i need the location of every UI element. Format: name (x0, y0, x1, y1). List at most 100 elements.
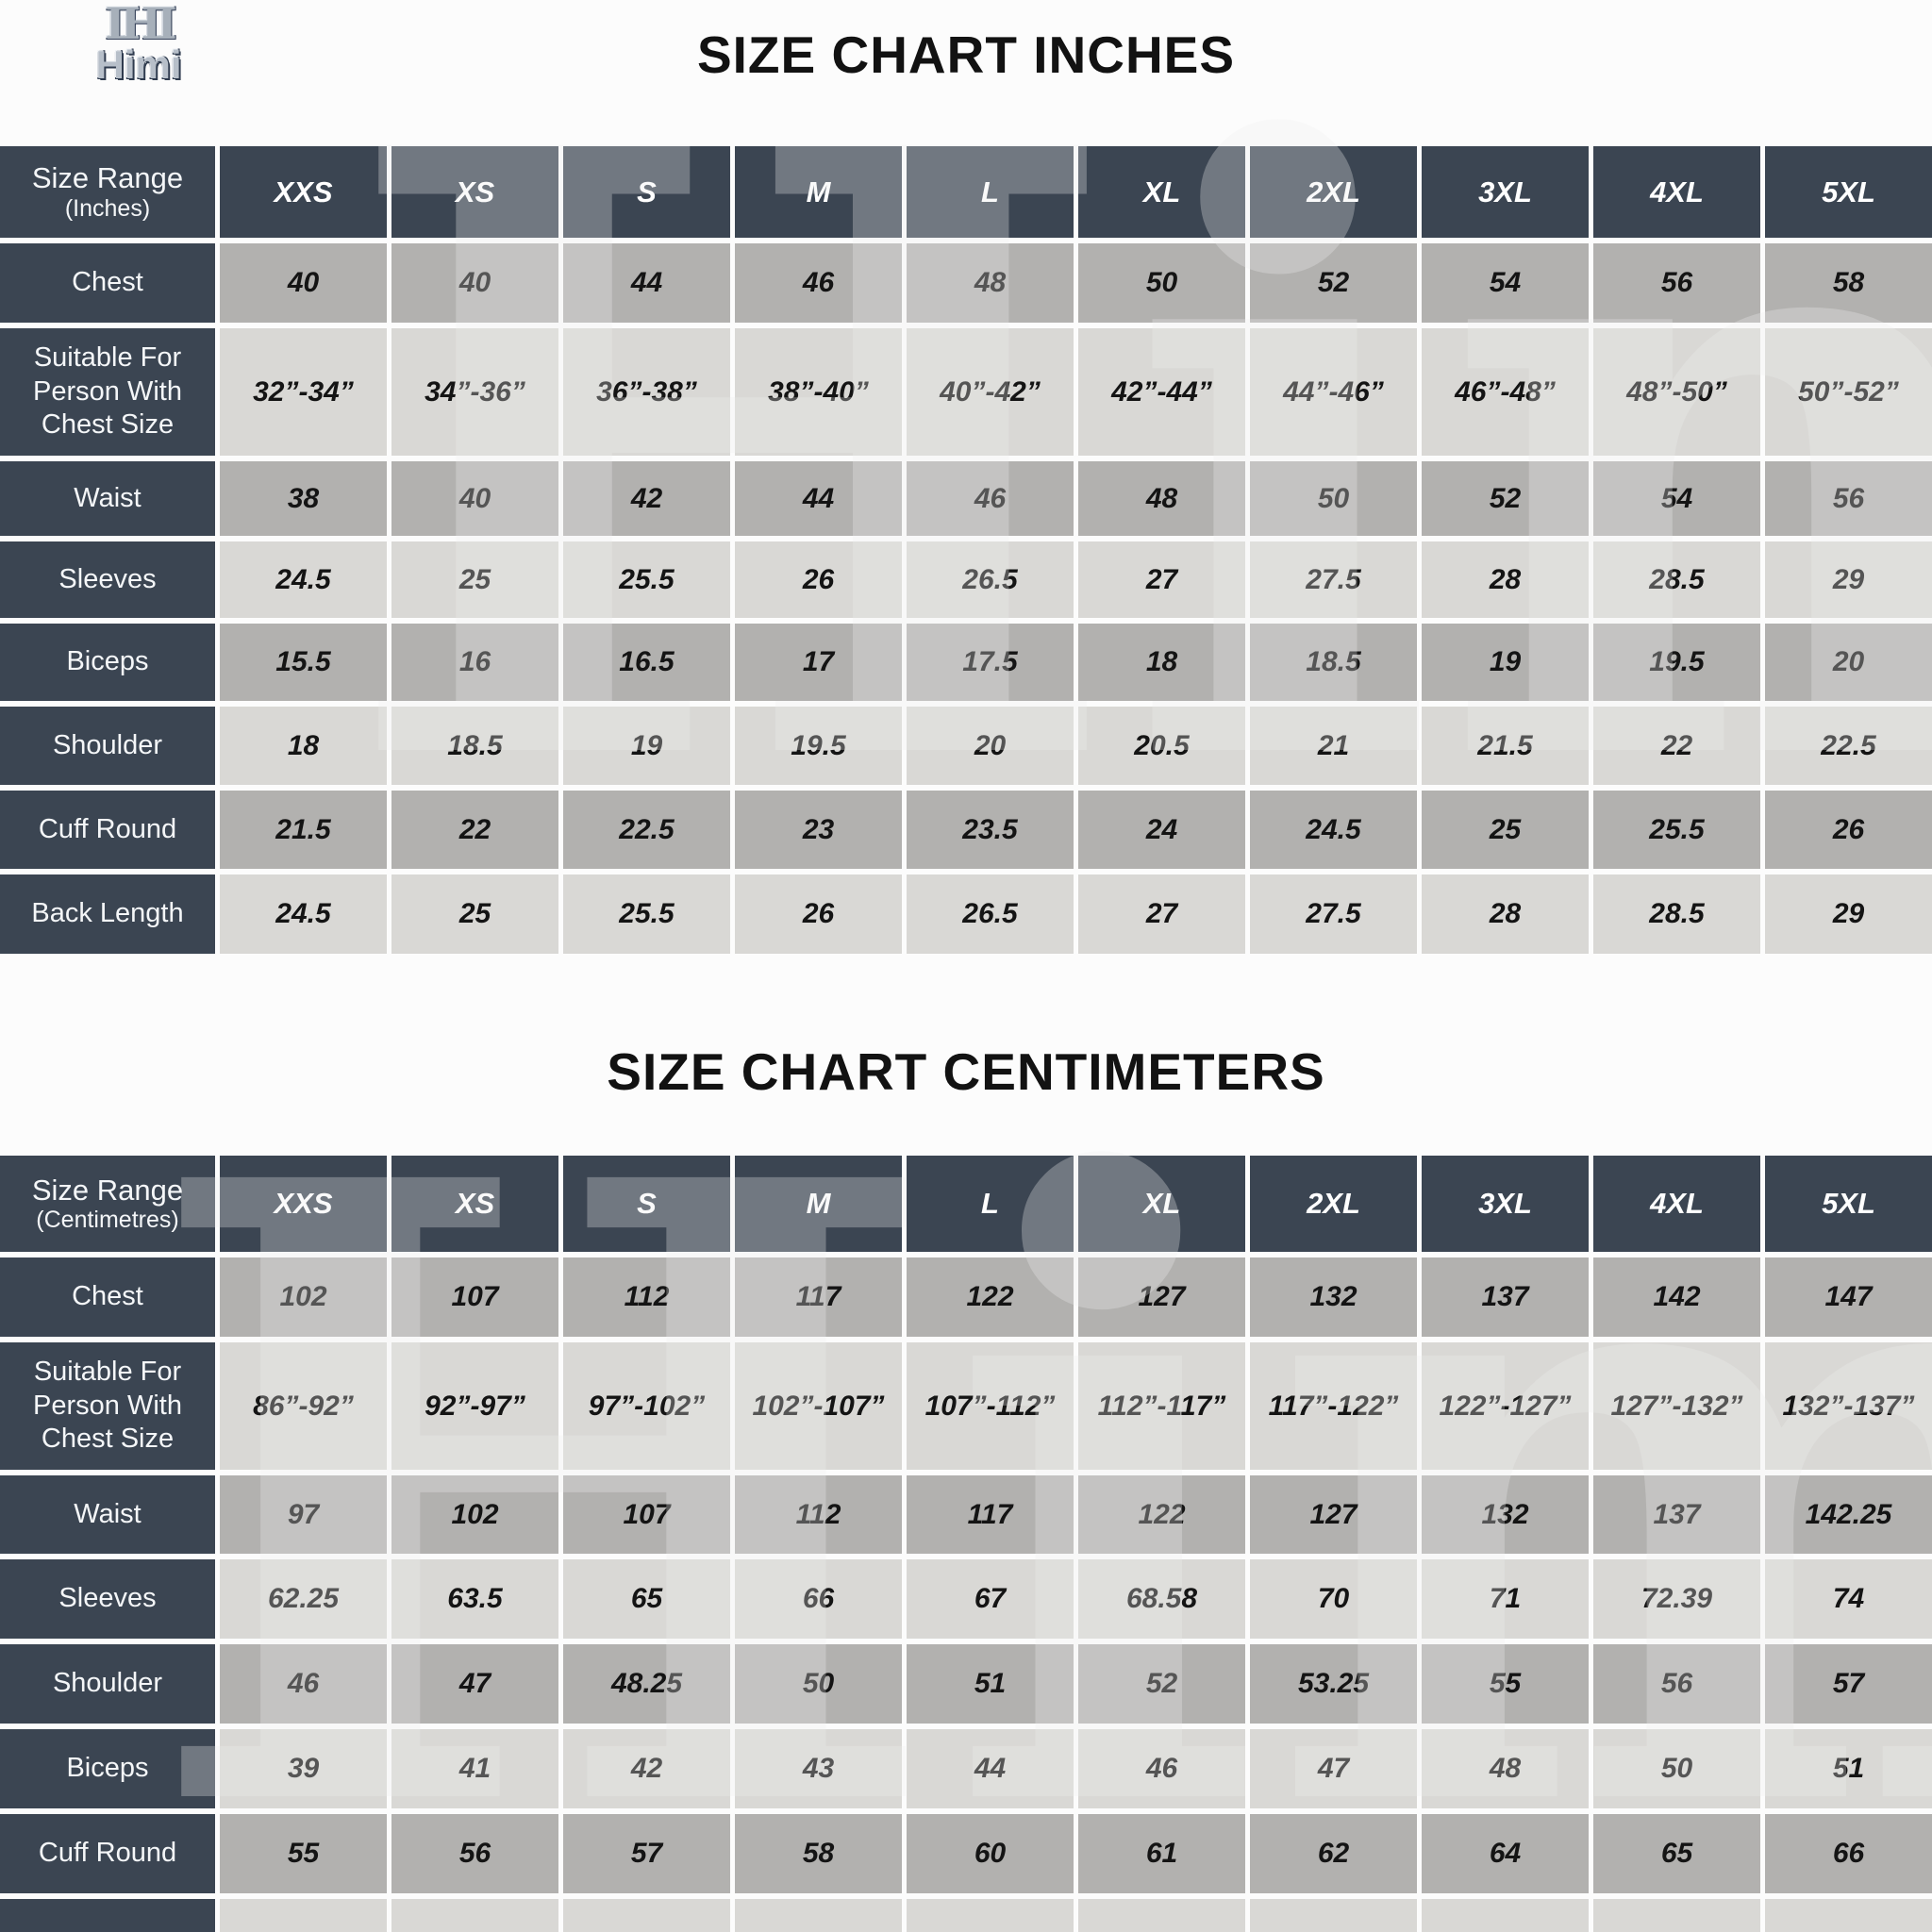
data-cell: 97 (220, 1475, 387, 1554)
data-cell: 24 (1078, 791, 1245, 869)
data-cell: 43 (735, 1729, 902, 1808)
data-cell: 47 (1250, 1729, 1417, 1808)
data-cell: 48.25 (563, 1644, 730, 1724)
data-cell: 50 (1593, 1729, 1760, 1808)
data-cell: 127”-132” (1593, 1342, 1760, 1470)
size-header-3xl: 3XL (1422, 146, 1589, 238)
size-header-2xl: 2XL (1250, 1156, 1417, 1252)
data-cell: 18.5 (391, 707, 558, 785)
size-header-xl: XL (1078, 146, 1245, 238)
data-cell: 20.5 (1078, 707, 1245, 785)
data-cell: 102 (391, 1475, 558, 1554)
size-header-s: S (563, 1156, 730, 1252)
data-cell: 74 (1765, 1559, 1932, 1639)
data-cell: 127 (1250, 1475, 1417, 1554)
inches-chart-title: SIZE CHART INCHES (696, 25, 1236, 84)
data-cell: 50”-52” (1765, 328, 1932, 456)
data-cell: 26 (1765, 791, 1932, 869)
data-cell-clipped (1422, 1899, 1589, 1932)
data-cell: 25 (391, 541, 558, 618)
data-cell: 58 (735, 1814, 902, 1893)
data-cell: 44 (907, 1729, 1074, 1808)
data-cell: 62.25 (220, 1559, 387, 1639)
data-cell: 107 (563, 1475, 730, 1554)
data-cell: 42 (563, 461, 730, 536)
data-cell: 22.5 (1765, 707, 1932, 785)
data-cell: 142.25 (1765, 1475, 1932, 1554)
data-cell: 27 (1078, 541, 1245, 618)
corner-unit-label: (Inches) (64, 194, 151, 222)
data-cell: 20 (1765, 624, 1932, 701)
size-header-xs: XS (391, 1156, 558, 1252)
data-cell: 47 (391, 1644, 558, 1724)
data-cell: 25 (1422, 791, 1589, 869)
data-cell: 57 (563, 1814, 730, 1893)
data-cell: 28.5 (1593, 541, 1760, 618)
data-cell: 21 (1250, 707, 1417, 785)
data-cell: 21.5 (220, 791, 387, 869)
data-cell: 55 (220, 1814, 387, 1893)
row-label-chest: Chest (0, 243, 215, 323)
data-cell: 42 (563, 1729, 730, 1808)
size-header-m: M (735, 146, 902, 238)
data-cell: 52 (1250, 243, 1417, 323)
data-cell: 44 (563, 243, 730, 323)
data-cell: 40 (391, 243, 558, 323)
data-cell: 62 (1250, 1814, 1417, 1893)
size-header-xl: XL (1078, 1156, 1245, 1252)
data-cell: 46 (1078, 1729, 1245, 1808)
data-cell: 44 (735, 461, 902, 536)
data-cell: 48 (907, 243, 1074, 323)
data-cell-clipped (391, 1899, 558, 1932)
data-cell: 50 (735, 1644, 902, 1724)
data-cell: 18 (1078, 624, 1245, 701)
data-cell: 22.5 (563, 791, 730, 869)
data-cell: 50 (1250, 461, 1417, 536)
data-cell: 56 (391, 1814, 558, 1893)
data-cell: 64 (1422, 1814, 1589, 1893)
data-cell: 66 (735, 1559, 902, 1639)
data-cell: 107”-112” (907, 1342, 1074, 1470)
data-cell: 29 (1765, 874, 1932, 954)
data-cell: 68.58 (1078, 1559, 1245, 1639)
data-cell: 52 (1078, 1644, 1245, 1724)
data-cell: 24.5 (220, 541, 387, 618)
data-cell: 16.5 (563, 624, 730, 701)
size-header-5xl: 5XL (1765, 1156, 1932, 1252)
data-cell: 117 (907, 1475, 1074, 1554)
row-label-cuff-round: Cuff Round (0, 1814, 215, 1893)
data-cell: 24.5 (220, 874, 387, 954)
data-cell: 46 (735, 243, 902, 323)
size-header-l: L (907, 146, 1074, 238)
data-cell: 67 (907, 1559, 1074, 1639)
data-cell: 27.5 (1250, 874, 1417, 954)
data-cell: 56 (1593, 1644, 1760, 1724)
data-cell: 19 (563, 707, 730, 785)
data-cell: 56 (1765, 461, 1932, 536)
centimeters-chart-title: SIZE CHART CENTIMETERS (607, 1042, 1325, 1101)
data-cell: 15.5 (220, 624, 387, 701)
data-cell: 50 (1078, 243, 1245, 323)
data-cell: 61 (1078, 1814, 1245, 1893)
size-header-l: L (907, 1156, 1074, 1252)
data-cell: 122”-127” (1422, 1342, 1589, 1470)
corner-header-cell: Size Range (Centimetres) (0, 1156, 215, 1252)
data-cell: 112 (563, 1257, 730, 1337)
data-cell: 28 (1422, 541, 1589, 618)
data-cell: 27 (1078, 874, 1245, 954)
data-cell: 127 (1078, 1257, 1245, 1337)
data-cell: 36”-38” (563, 328, 730, 456)
data-cell: 23.5 (907, 791, 1074, 869)
data-cell: 52 (1422, 461, 1589, 536)
data-cell: 71 (1422, 1559, 1589, 1639)
data-cell: 56 (1593, 243, 1760, 323)
data-cell: 60 (907, 1814, 1074, 1893)
logo-emblem-icon: IHI (105, 0, 177, 49)
data-cell: 26 (735, 874, 902, 954)
data-cell: 22 (1593, 707, 1760, 785)
data-cell: 18 (220, 707, 387, 785)
data-cell: 26.5 (907, 541, 1074, 618)
data-cell: 41 (391, 1729, 558, 1808)
data-cell: 48 (1078, 461, 1245, 536)
data-cell: 122 (1078, 1475, 1245, 1554)
